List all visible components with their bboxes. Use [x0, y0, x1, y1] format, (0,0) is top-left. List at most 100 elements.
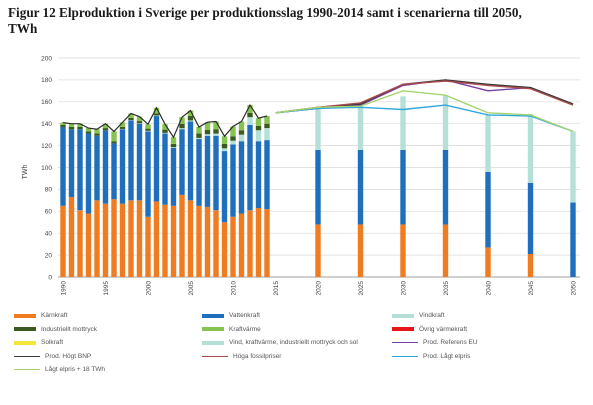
bar-segment	[255, 208, 262, 277]
bar-segment	[102, 123, 109, 129]
bar-segment	[238, 134, 245, 142]
legend-label: Höga fossilpriser	[233, 352, 282, 360]
bar-segment	[204, 129, 211, 135]
bar-segment	[136, 200, 143, 277]
bar-segment	[68, 129, 75, 198]
y-tick-label: 20	[45, 252, 53, 259]
bar-segment	[485, 247, 491, 277]
legend-line-marker	[392, 342, 418, 343]
bar-segment	[136, 116, 143, 122]
x-tick-label: 2030	[400, 281, 407, 296]
legend-line-marker	[392, 355, 418, 357]
bar-segment	[238, 141, 245, 214]
bar-segment	[315, 108, 321, 150]
bar-segment	[213, 133, 219, 136]
y-tick-label: 160	[41, 99, 52, 106]
legend-label: Vattenkraft	[229, 312, 260, 319]
bar-segment	[136, 121, 143, 124]
bar-segment	[179, 123, 185, 129]
legend-item: Prod. Lågt elpris	[392, 353, 470, 360]
bar-segment	[264, 140, 270, 210]
bar-segment	[102, 130, 109, 204]
bar-segment	[527, 254, 534, 277]
x-tick-label: 2025	[358, 281, 365, 296]
bar-segment	[238, 121, 245, 131]
legend-item: Höga fossilpriser	[202, 353, 281, 360]
bar-segment	[179, 117, 185, 124]
bar-segment	[238, 213, 245, 277]
bar-segment	[221, 151, 228, 223]
legend-swatch	[202, 313, 224, 318]
bar-segment	[527, 182, 534, 255]
bar-segment	[213, 121, 219, 130]
legend-label: Prod. Högt BNP	[45, 352, 92, 360]
caption-line-2: TWh	[8, 21, 38, 36]
bar-segment	[68, 197, 75, 277]
bar-segment	[247, 210, 253, 277]
legend-label: Vind, kraftvärme, industriellt mottryck …	[229, 339, 358, 346]
bar-segment	[255, 130, 262, 142]
bar-segment	[68, 123, 75, 127]
legend-swatch	[202, 340, 224, 345]
bar-segment	[111, 131, 117, 142]
x-tick-label: 2050	[570, 281, 577, 296]
bar-segment	[264, 209, 270, 277]
historic-total-line	[62, 103, 268, 139]
x-tick-label: 2020	[315, 281, 322, 296]
bar-segment	[128, 113, 134, 118]
legend-swatch	[14, 327, 36, 331]
bar-segment	[179, 128, 185, 130]
legend-label: Industriellt mottryck	[41, 325, 97, 333]
bar-segment	[170, 137, 177, 144]
bar-segment	[213, 135, 219, 211]
y-tick-label: 200	[41, 55, 52, 62]
legend-label: Kärnkraft	[41, 312, 68, 319]
bar-segment	[85, 128, 92, 132]
x-tick-label: 1990	[60, 281, 67, 296]
bar-segment	[204, 206, 211, 277]
bar-segment	[400, 149, 406, 225]
bar-segment	[204, 122, 211, 130]
bar-segment	[77, 126, 83, 130]
bar-segment	[119, 203, 126, 277]
bar-segment	[264, 116, 270, 124]
bar-segment	[153, 113, 160, 116]
x-tick-label: 2045	[528, 281, 535, 296]
bar-segment	[357, 149, 364, 225]
legend-label: Solkraft	[41, 339, 64, 346]
legend-label: Övrig värmekraft	[419, 325, 468, 333]
bar-segment	[162, 133, 168, 205]
bar-segment	[179, 194, 185, 277]
legend-label: Lågt elpris + 18 TWh	[45, 366, 106, 373]
bar-segment	[196, 139, 202, 206]
bar-segment	[187, 110, 194, 117]
bar-segment	[255, 125, 262, 131]
bar-segment	[111, 141, 117, 144]
y-tick-label: 40	[45, 231, 53, 238]
bar-segment	[145, 124, 151, 129]
bar-segment	[77, 210, 83, 277]
bar-segment	[230, 144, 236, 217]
bar-segment	[187, 200, 194, 277]
bar-segment	[153, 116, 160, 202]
bar-segment	[196, 133, 202, 138]
legend-item: Prod. Referens EU	[392, 339, 478, 346]
bar-segment	[170, 143, 177, 148]
legend-item: Industriellt mottryck	[14, 326, 97, 333]
bar-segment	[357, 224, 364, 277]
bar-segment	[400, 224, 406, 277]
bar-segment	[400, 96, 406, 150]
bar-segment	[170, 147, 177, 206]
bar-segment	[111, 143, 117, 200]
bar-segment	[196, 137, 202, 140]
legend-line-marker	[202, 355, 228, 357]
bar-segment	[170, 147, 177, 148]
legend-line-marker	[14, 369, 40, 370]
bar-segment	[247, 117, 253, 125]
x-tick-label: 2035	[443, 281, 450, 296]
bar-segment	[153, 107, 160, 114]
legend-label: Prod. Lågt elpris	[423, 352, 471, 360]
bar-segment	[94, 200, 100, 277]
bar-segment	[204, 135, 211, 207]
